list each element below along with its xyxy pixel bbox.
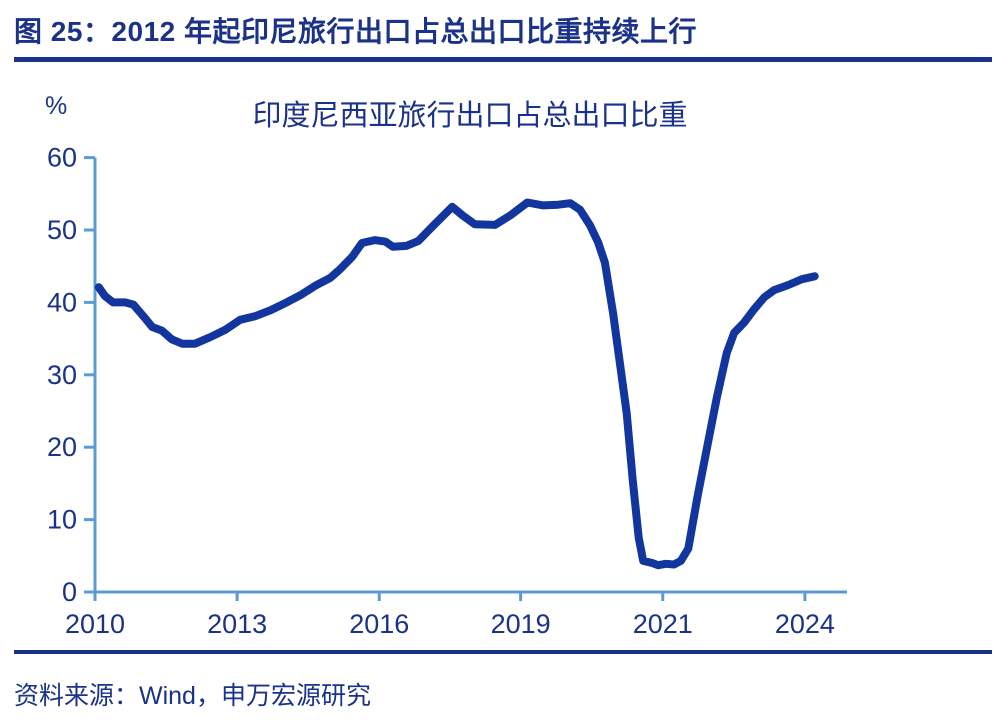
page-title: 图 25：2012 年起印尼旅行出口占总出口比重持续上行 — [14, 16, 697, 47]
x-tick-label: 2021 — [633, 609, 693, 639]
y-tick-label: 10 — [47, 505, 77, 535]
title-underline — [14, 57, 992, 62]
y-tick-label: 0 — [62, 577, 77, 607]
x-tick-label: 2019 — [491, 609, 551, 639]
source-text: 资料来源：Wind，申万宏源研究 — [14, 682, 371, 710]
y-tick-label: 60 — [47, 143, 77, 173]
x-tick-label: 2024 — [775, 609, 835, 639]
y-tick-label: 50 — [47, 215, 77, 245]
source-divider — [14, 650, 992, 654]
y-tick-label: 20 — [47, 432, 77, 462]
x-tick-label: 2010 — [65, 609, 125, 639]
y-tick-label: 40 — [47, 287, 77, 317]
x-tick-label: 2016 — [349, 609, 409, 639]
x-tick-label: 2013 — [207, 609, 267, 639]
chart-line — [94, 198, 819, 570]
y-axis-unit-label: % — [45, 92, 68, 120]
y-tick-label: 30 — [47, 360, 77, 390]
chart-title: 印度尼西亚旅行出口占总出口比重 — [252, 100, 688, 132]
